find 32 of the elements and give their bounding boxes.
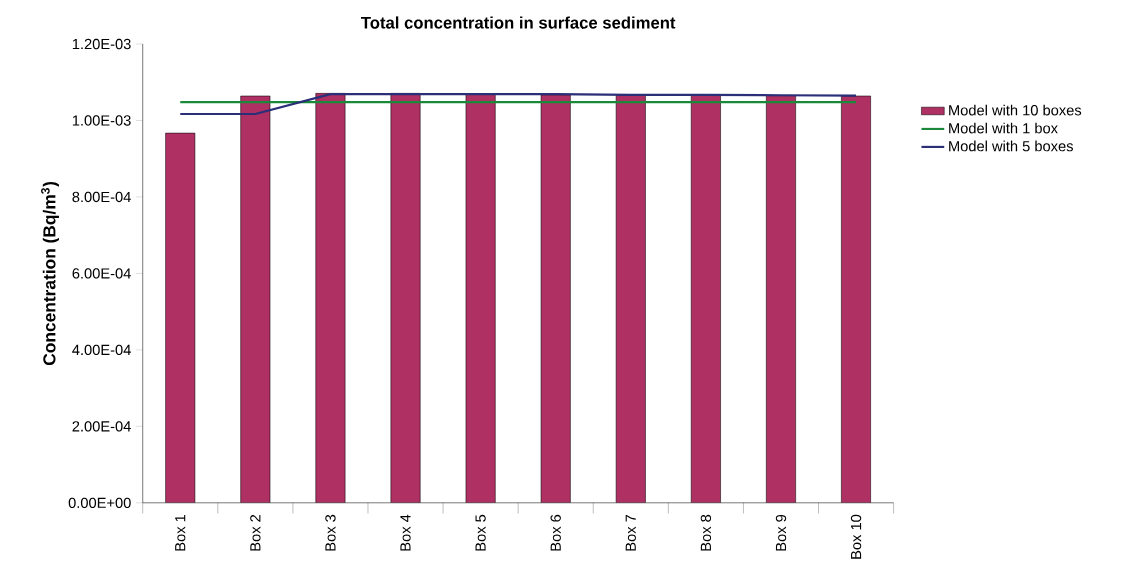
- legend-label: Model with 10 boxes: [949, 104, 1082, 116]
- legend-label: Model with 5 boxes: [949, 140, 1073, 152]
- y-axis-title: Concentration (Bq/m$^{3}$): [41, 182, 59, 366]
- bar: [766, 95, 796, 503]
- x-tick-label: Box 10: [850, 514, 862, 559]
- x-tick-label: Box 8: [700, 514, 712, 551]
- x-tick-label: Box 9: [775, 514, 787, 551]
- x-tick-label: Box 3: [325, 514, 336, 551]
- bar: [315, 93, 346, 503]
- y-tick-label: 6.00E-04: [72, 268, 131, 279]
- x-tick-label: Box 5: [475, 514, 486, 551]
- y-tick-label: 2.00E-04: [72, 421, 131, 432]
- bar: [165, 132, 196, 503]
- y-tick-label: 4.00E-04: [72, 344, 131, 356]
- y-tick-label: 1.20E-03: [72, 38, 131, 50]
- bar: [465, 93, 496, 503]
- x-tick-label: Box 2: [250, 515, 261, 551]
- bar: [390, 93, 421, 503]
- y-tick-label: 0.00E+00: [68, 497, 131, 509]
- bar: [540, 94, 571, 503]
- x-tick-label: Box 4: [400, 514, 411, 551]
- x-tick-label: Box 1: [175, 514, 186, 551]
- bar: [841, 95, 871, 503]
- legend-label: Model with 1 box: [949, 122, 1058, 134]
- bar: [240, 95, 271, 503]
- chart-title: Total concentration in surface sediment: [361, 16, 676, 29]
- x-tick-label: Box 7: [625, 515, 636, 551]
- bar: [690, 95, 721, 503]
- y-tick-label: 1.00E-03: [72, 115, 131, 126]
- y-tick-label: 8.00E-04: [72, 191, 131, 203]
- x-tick-label: Box 6: [550, 514, 561, 551]
- bar: [615, 94, 646, 503]
